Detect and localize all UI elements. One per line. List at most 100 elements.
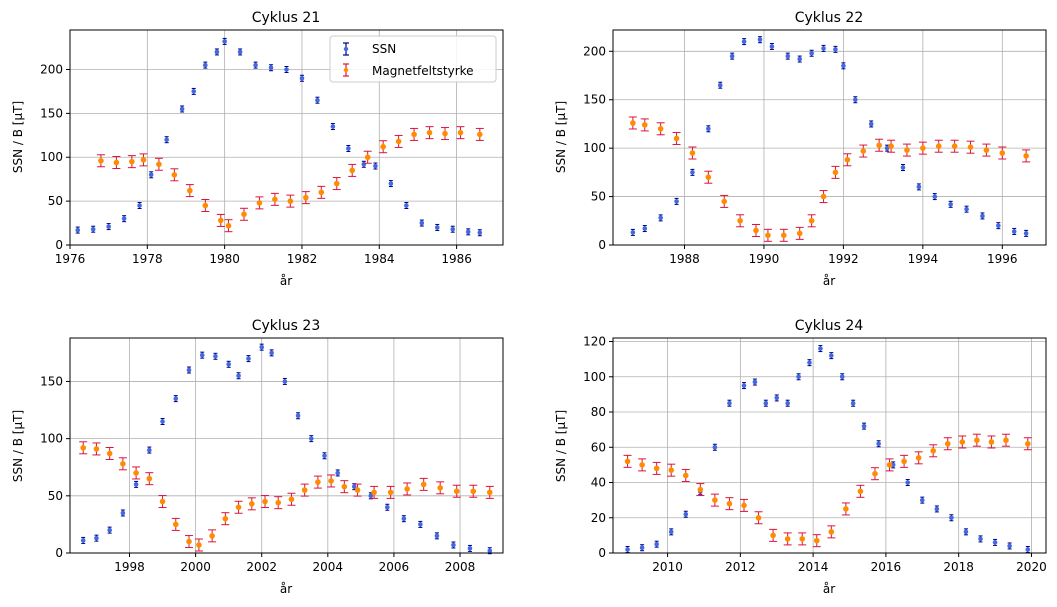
ssn-point-1-8 bbox=[191, 87, 197, 95]
ytick-label-3-0: 0 bbox=[55, 546, 63, 560]
ssn-point-4-11 bbox=[774, 394, 780, 402]
mag-point-1-1 bbox=[112, 156, 121, 170]
ssn-point-1-12 bbox=[237, 48, 243, 56]
ytick-label-4-120: 120 bbox=[583, 335, 606, 349]
ssn-point-2-20 bbox=[900, 164, 906, 172]
mag-point-4-18 bbox=[885, 458, 894, 472]
axes-frame-2 bbox=[612, 29, 1047, 246]
ssn-point-3-25 bbox=[418, 520, 423, 528]
ytick-label-2-200: 200 bbox=[583, 44, 606, 58]
xtick-label-3-2000: 2000 bbox=[180, 560, 211, 574]
ssn-point-2-10 bbox=[769, 42, 775, 50]
ssn-point-1-11 bbox=[222, 37, 227, 45]
mag-point-4-15 bbox=[841, 502, 850, 516]
ssn-point-2-6 bbox=[717, 81, 723, 89]
ssn-point-2-22 bbox=[932, 193, 938, 201]
ylabel-4: SSN / B [μT] bbox=[554, 410, 568, 482]
mag-point-1-25 bbox=[475, 127, 484, 141]
mag-point-2-9 bbox=[763, 228, 772, 242]
ssn-point-3-7 bbox=[173, 395, 179, 403]
xtick-label-4-2012: 2012 bbox=[725, 560, 756, 574]
xtick-label-2-1992: 1992 bbox=[828, 252, 859, 266]
mag-point-4-21 bbox=[929, 444, 938, 458]
mag-point-3-26 bbox=[436, 481, 445, 495]
xtick-label-3-2002: 2002 bbox=[246, 560, 277, 574]
mag-point-1-15 bbox=[317, 185, 326, 199]
mag-point-3-2 bbox=[105, 447, 114, 461]
mag-point-1-17 bbox=[348, 163, 357, 177]
xtick-label-2-1996: 1996 bbox=[987, 252, 1018, 266]
ssn-point-3-18 bbox=[308, 435, 314, 443]
ytick-label-4-0: 0 bbox=[598, 546, 606, 560]
mag-point-1-13 bbox=[286, 194, 295, 208]
ssn-point-1-7 bbox=[179, 105, 185, 113]
mag-point-2-1 bbox=[640, 118, 649, 132]
mag-point-1-11 bbox=[255, 196, 264, 210]
mag-point-1-3 bbox=[139, 153, 148, 167]
mag-point-2-25 bbox=[998, 146, 1007, 160]
xtick-label-1-1982: 1982 bbox=[287, 252, 318, 266]
ssn-point-4-23 bbox=[919, 496, 925, 504]
ssn-point-3-17 bbox=[295, 412, 301, 420]
ssn-point-1-18 bbox=[330, 123, 336, 131]
ssn-point-1-16 bbox=[299, 74, 305, 82]
xtick-label-4-2014: 2014 bbox=[798, 560, 829, 574]
ssn-point-3-6 bbox=[160, 417, 165, 425]
mag-point-4-19 bbox=[900, 454, 909, 468]
ssn-point-1-22 bbox=[388, 180, 394, 188]
mag-point-1-12 bbox=[270, 192, 279, 206]
ssn-point-4-18 bbox=[850, 399, 856, 407]
ssn-point-2-21 bbox=[916, 183, 922, 191]
xtick-label-4-2010: 2010 bbox=[652, 560, 683, 574]
mag-point-2-20 bbox=[918, 141, 927, 155]
xlabel-1: år bbox=[280, 274, 292, 288]
mag-point-4-8 bbox=[739, 498, 748, 512]
ssn-point-3-29 bbox=[487, 547, 493, 555]
ssn-point-2-19 bbox=[884, 144, 890, 152]
ssn-point-4-7 bbox=[727, 399, 732, 407]
ssn-point-1-26 bbox=[450, 225, 456, 233]
mag-point-1-18 bbox=[363, 150, 372, 164]
ssn-point-2-14 bbox=[821, 44, 826, 52]
xlabel-3: år bbox=[280, 582, 292, 596]
ssn-point-2-26 bbox=[996, 222, 1001, 230]
mag-point-4-11 bbox=[783, 532, 792, 546]
mag-point-1-20 bbox=[394, 134, 403, 148]
ssn-point-3-13 bbox=[246, 355, 251, 363]
mag-point-2-7 bbox=[736, 214, 745, 228]
mag-point-3-1 bbox=[92, 442, 101, 456]
mag-point-4-12 bbox=[798, 532, 807, 546]
mag-point-4-20 bbox=[914, 451, 923, 465]
ssn-point-2-1 bbox=[642, 225, 648, 233]
mag-point-4-17 bbox=[870, 467, 879, 481]
mag-point-1-7 bbox=[201, 199, 210, 213]
xtick-label-1-1978: 1978 bbox=[132, 252, 163, 266]
subplot-2: 1988 1990 1992 1994 1996 0 50 100 150 200 Cyklus … bbox=[554, 10, 1047, 288]
mag-point-3-27 bbox=[452, 484, 461, 498]
mag-point-2-0 bbox=[628, 116, 637, 130]
ssn-point-1-21 bbox=[373, 162, 378, 170]
mag-point-2-18 bbox=[887, 139, 896, 153]
mag-point-2-11 bbox=[795, 226, 804, 240]
mag-point-3-14 bbox=[261, 495, 270, 509]
mag-point-1-2 bbox=[127, 155, 136, 169]
axes-frame-3 bbox=[69, 337, 504, 554]
mag-point-3-13 bbox=[247, 497, 256, 511]
mag-point-4-3 bbox=[667, 463, 676, 477]
ssn-point-3-19 bbox=[322, 452, 327, 460]
mag-point-1-10 bbox=[239, 207, 248, 221]
legend-label-ssn: SSN bbox=[372, 42, 396, 56]
mag-point-3-11 bbox=[221, 512, 230, 526]
ssn-point-1-14 bbox=[268, 64, 274, 72]
ssn-point-4-15 bbox=[818, 345, 823, 353]
mag-point-2-15 bbox=[843, 153, 852, 167]
ssn-point-4-26 bbox=[963, 528, 969, 536]
ytick-label-4-20: 20 bbox=[591, 511, 606, 525]
ssn-point-1-13 bbox=[253, 61, 258, 69]
mag-point-3-18 bbox=[313, 475, 322, 489]
ssn-point-2-27 bbox=[1011, 227, 1017, 235]
ssn-point-4-13 bbox=[796, 373, 801, 381]
ssn-point-1-23 bbox=[404, 202, 409, 210]
mag-point-3-6 bbox=[158, 495, 167, 509]
mag-point-2-2 bbox=[656, 122, 665, 136]
